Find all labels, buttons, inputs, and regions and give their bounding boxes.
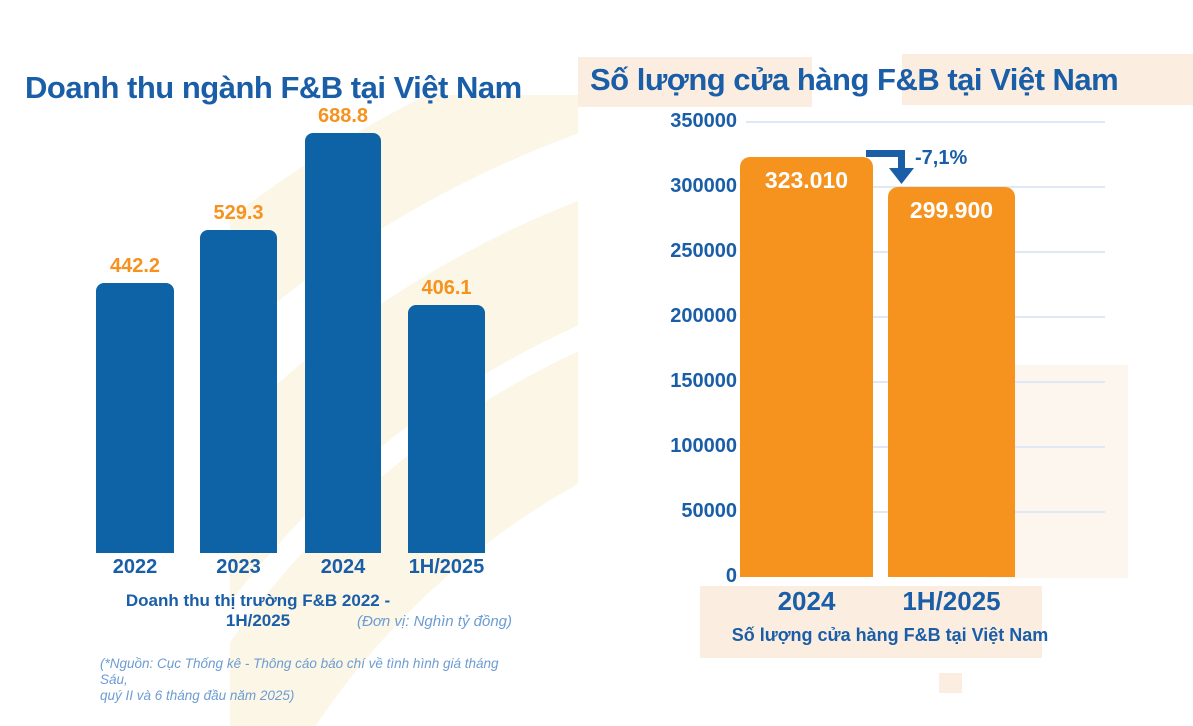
revenue-value-label: 406.1 [421,277,472,299]
revenue-unit-note: (Đơn vị: Nghìn tỷ đồng) [357,613,512,630]
swirl-arcs [230,95,578,726]
store-value-label: 323.010 [764,167,849,193]
revenue-bar-2023 [200,230,277,553]
decline-percentage-label: -7,1% [915,147,968,169]
y-axis-label-250000: 250000 [670,240,737,262]
store-bar-1H/2025: 299.900 [888,187,1015,577]
gridline-350000 [746,121,1105,123]
store-x-label-2024: 2024 [777,586,836,616]
store-bar-2024: 323.010 [740,157,873,577]
decline-arrow-icon [866,150,914,184]
revenue-bar-2022 [96,283,174,553]
y-axis-label-350000: 350000 [670,110,737,132]
y-axis-label-50000: 50000 [681,500,737,522]
y-axis-label-100000: 100000 [670,435,737,457]
revenue-x-label-2024: 2024 [320,556,366,578]
y-axis-label-300000: 300000 [670,175,737,197]
background-accent-square [939,673,962,693]
revenue-source-note: (*Nguồn: Cục Thống kê - Thông cáo báo ch… [100,656,500,705]
swirl-decoration [230,95,578,726]
caption-highlight-band [700,586,1042,658]
revenue-value-label: 529.3 [213,202,264,224]
revenue-x-label-1H/2025: 1H/2025 [408,556,485,578]
store-value-label: 299.900 [909,197,994,223]
revenue-bar-2024 [305,133,381,553]
revenue-bar-1H/2025 [408,305,485,553]
y-axis-label-150000: 150000 [670,370,737,392]
store-chart-caption: Số lượng cửa hàng F&B tại Việt Nam [731,625,1049,645]
revenue-x-label-2022: 2022 [112,556,158,578]
title-highlight-right-band [902,54,1193,105]
revenue-value-label: 688.8 [317,105,369,127]
y-axis-label-200000: 200000 [670,305,737,327]
y-axis-label-0: 0 [725,565,737,587]
revenue-chart-title: Doanh thu ngành F&B tại Việt Nam [25,70,522,105]
source-note-line2: quý II và 6 tháng đầu năm 2025) [100,688,295,704]
revenue-x-label-2023: 2023 [216,556,261,578]
source-note-line1: (*Nguồn: Cục Thống kê - Thông cáo báo ch… [100,656,499,688]
store-chart-title: Số lượng cửa hàng F&B tại Việt Nam [590,62,1119,97]
store-x-label-1H/2025: 1H/2025 [902,586,1001,616]
revenue-chart-caption: Doanh thu thị trường F&B 2022 - 1H/2025 [125,591,391,630]
title-highlight-left-band [578,57,812,107]
revenue-value-label: 442.2 [109,255,161,277]
